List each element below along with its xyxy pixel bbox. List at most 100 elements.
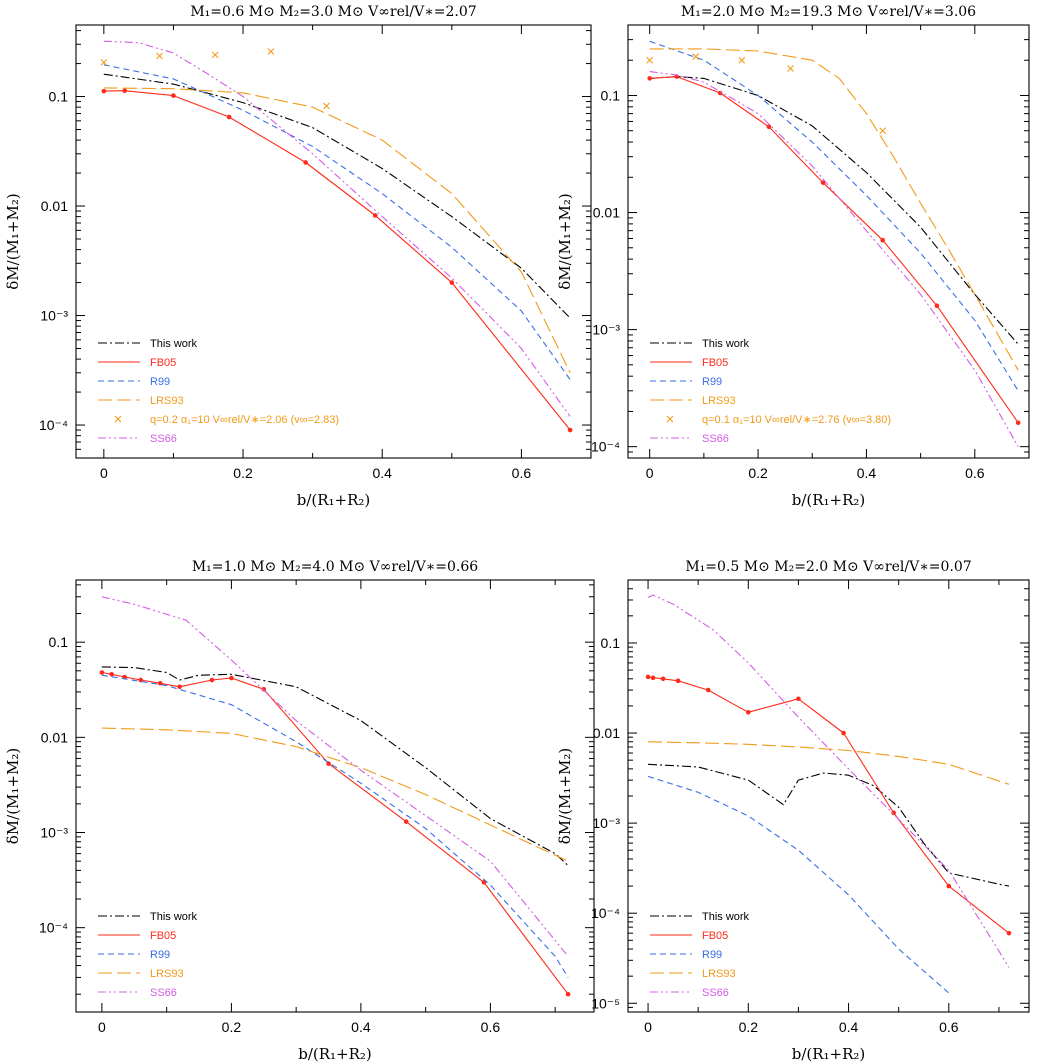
legend: This work FB05 R99 LRS93 SS66 [98,911,198,999]
series-marker [99,670,105,675]
legend-label: R99 [150,376,170,388]
series-line-r99 [101,674,569,978]
legend-label: FB05 [702,930,728,942]
x-tick-label: 0.6 [965,465,985,481]
y-tick-label: 10⁻⁴ [591,439,620,455]
series-line-this-work [101,666,569,866]
legend-label: FB05 [150,357,176,369]
series-line-ss66 [103,40,571,417]
series-marker [820,180,826,185]
x-tick-label: 0.2 [233,465,253,481]
legend-swatch [114,415,122,423]
x-axis-label: b/(R₁+R₂) [792,491,866,509]
series-cross-point [646,56,654,64]
series-marker [766,124,772,130]
legend-label: FB05 [702,357,728,369]
x-tick-label: 0.4 [839,1019,859,1035]
series-marker [209,677,215,683]
series-line-this-work [103,73,571,319]
series-marker [122,88,128,94]
series-cross-point [156,52,163,60]
x-tick-label: 0.6 [939,1019,959,1035]
series-marker [946,883,952,889]
series-marker [177,684,182,690]
legend-label: LRS93 [702,395,736,407]
series-marker [226,114,232,120]
series-marker [1015,420,1021,426]
x-tick-label: 0.6 [512,465,532,481]
series-marker [796,696,801,702]
legend-label: q=0.2 α₁=10 V∞rel/V∗=2.06 (v∞=2.83) [150,414,339,426]
series-line-r99 [647,775,950,994]
legend: This work FB05 R99 LRS93 q=0.1 α₁=10 V∞rel/V… [650,338,891,445]
panel-title: M₁=2.0 M⊙ M₂=19.3 M⊙ V∞rel/V∗=3.06 [681,4,976,20]
y-axis-label: δM/(M₁+M₂) [4,193,22,289]
panel-title: M₁=0.6 M⊙ M₂=3.0 M⊙ V∞rel/V∗=2.07 [190,4,476,20]
series-cross-point [323,102,330,110]
x-tick-label: 0.2 [748,465,768,481]
x-tick-label: 0.6 [481,1019,501,1035]
series-line-fb05 [649,76,1019,424]
series-line-fb05 [647,676,1010,934]
legend-label: SS66 [150,987,177,999]
panel-title: M₁=1.0 M⊙ M₂=4.0 M⊙ V∞rel/V∗=0.66 [192,559,478,575]
legend-label: This work [702,338,750,350]
series-group [100,40,573,433]
y-tick-label: 10⁻³ [40,825,68,841]
y-axis-label: δM/(M₁+M₂) [4,748,22,844]
x-tick-label: 0.4 [372,465,392,481]
legend-label: q=0.1 α₁=10 V∞rel/V∗=2.76 (v∞=3.80) [702,414,891,426]
series-marker [675,678,681,684]
legend: This work FB05 R99 LRS93 SS66 [650,911,750,999]
series-group [645,594,1012,994]
series-cross-point [100,59,108,66]
x-tick-label: 0.2 [222,1019,242,1035]
series-line-ss66 [101,596,569,957]
y-tick-label: 10⁻⁴ [591,905,620,921]
x-tick-label: 0.2 [739,1019,759,1035]
series-cross-point [267,48,275,55]
series-marker [303,160,308,165]
plot-frame [627,24,1030,459]
legend-label: This work [150,911,198,923]
series-cross-point [787,65,794,72]
series-marker [891,810,896,816]
x-axis-label: b/(R₁+R₂) [792,1045,866,1063]
series-marker [326,761,331,766]
series-line-this-work [649,76,1019,345]
x-tick-label: 0 [644,1019,652,1035]
legend-label: This work [150,338,198,350]
series-group [646,40,1021,447]
series-marker [101,88,107,94]
series-marker [1006,930,1012,936]
legend-label: LRS93 [150,395,184,407]
series-line-r99 [103,64,571,380]
legend: This work FB05 R99 LRS93 q=0.2 α₁=10 V∞rel/V… [98,338,339,445]
series-marker [650,675,656,681]
y-tick-label: 0.01 [41,729,68,745]
y-tick-label: 0.1 [49,89,69,105]
series-line-lrs93 [649,48,1019,371]
series-marker [841,730,846,736]
series-cross-point [692,53,700,60]
series-marker [660,676,666,682]
y-tick-label: 10⁻³ [592,815,620,831]
series-line-ss66 [649,71,1019,447]
legend-label: LRS93 [702,968,736,980]
panel-title: M₁=0.5 M⊙ M₂=2.0 M⊙ V∞rel/V∗=0.07 [685,559,971,575]
x-tick-label: 0 [646,465,654,481]
series-group [99,596,571,997]
y-tick-label: 0.1 [601,87,621,103]
legend-label: SS66 [150,433,177,445]
legend-swatch [666,415,674,423]
y-tick-label: 0.1 [49,634,69,650]
series-marker [403,819,409,824]
series-line-r99 [649,40,1019,392]
legend-label: R99 [702,376,722,388]
y-axis-label: δM/(M₁+M₂) [556,748,574,844]
legend-label: This work [702,911,750,923]
y-tick-label: 10⁻³ [40,308,68,324]
series-cross-point [879,127,887,135]
series-line-lrs93 [647,741,1010,785]
